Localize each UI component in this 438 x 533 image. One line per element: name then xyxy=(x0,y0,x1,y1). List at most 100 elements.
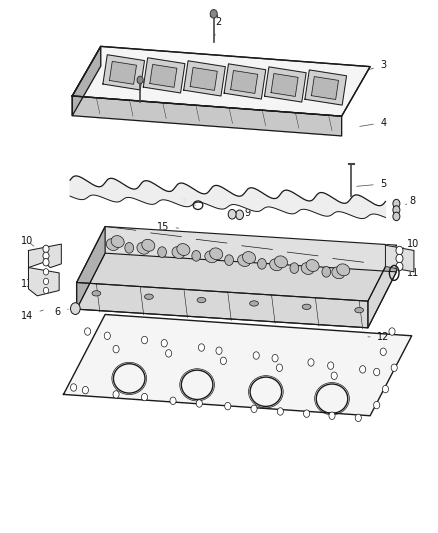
Circle shape xyxy=(82,386,88,394)
Ellipse shape xyxy=(172,247,185,259)
Polygon shape xyxy=(110,61,137,84)
Circle shape xyxy=(228,209,236,219)
Polygon shape xyxy=(184,61,225,96)
Circle shape xyxy=(393,212,400,221)
Circle shape xyxy=(236,210,244,220)
Polygon shape xyxy=(190,68,217,91)
Polygon shape xyxy=(72,46,370,116)
Circle shape xyxy=(396,254,403,263)
Text: 16: 16 xyxy=(97,267,118,277)
Text: 4: 4 xyxy=(360,118,386,127)
Circle shape xyxy=(216,347,222,354)
Ellipse shape xyxy=(111,236,124,247)
Circle shape xyxy=(380,348,386,356)
Circle shape xyxy=(113,391,119,398)
Ellipse shape xyxy=(106,239,119,251)
Text: 10: 10 xyxy=(21,236,34,246)
Polygon shape xyxy=(77,227,396,301)
Circle shape xyxy=(158,247,166,257)
Circle shape xyxy=(329,412,335,419)
Polygon shape xyxy=(72,46,101,116)
Circle shape xyxy=(304,410,310,417)
Circle shape xyxy=(382,385,389,393)
Circle shape xyxy=(104,332,110,340)
Circle shape xyxy=(43,287,49,294)
Circle shape xyxy=(355,414,361,422)
Circle shape xyxy=(210,10,217,18)
Ellipse shape xyxy=(137,243,150,254)
Text: 3: 3 xyxy=(360,60,386,72)
Ellipse shape xyxy=(275,256,287,268)
Polygon shape xyxy=(77,227,105,309)
Polygon shape xyxy=(28,244,61,268)
Circle shape xyxy=(389,328,395,335)
Polygon shape xyxy=(150,64,177,87)
Circle shape xyxy=(85,328,91,335)
Circle shape xyxy=(71,384,77,391)
Circle shape xyxy=(113,345,119,353)
Ellipse shape xyxy=(306,260,319,271)
Ellipse shape xyxy=(270,259,283,271)
Circle shape xyxy=(331,372,337,379)
Text: 13: 13 xyxy=(21,279,33,288)
Ellipse shape xyxy=(197,297,206,303)
Circle shape xyxy=(290,263,299,273)
Circle shape xyxy=(251,405,257,413)
Polygon shape xyxy=(265,67,306,102)
Text: 1: 1 xyxy=(126,78,145,96)
Circle shape xyxy=(141,336,148,344)
Circle shape xyxy=(125,243,134,253)
Text: 15: 15 xyxy=(157,222,179,231)
Circle shape xyxy=(277,408,283,415)
Ellipse shape xyxy=(238,255,251,266)
Circle shape xyxy=(322,266,331,277)
Text: 7: 7 xyxy=(180,198,195,207)
Polygon shape xyxy=(231,70,258,93)
Ellipse shape xyxy=(177,244,190,255)
Circle shape xyxy=(43,252,49,260)
Circle shape xyxy=(258,259,266,269)
Ellipse shape xyxy=(243,252,255,263)
Circle shape xyxy=(393,206,400,214)
Ellipse shape xyxy=(205,251,218,263)
Ellipse shape xyxy=(337,264,350,276)
Polygon shape xyxy=(64,314,412,416)
Ellipse shape xyxy=(332,267,345,279)
Circle shape xyxy=(308,359,314,366)
Polygon shape xyxy=(77,253,396,328)
Circle shape xyxy=(276,364,283,372)
Circle shape xyxy=(396,246,403,255)
Text: 6: 6 xyxy=(55,307,68,317)
Circle shape xyxy=(170,397,176,405)
Circle shape xyxy=(225,255,233,265)
Text: 2: 2 xyxy=(215,18,221,36)
Ellipse shape xyxy=(355,308,364,313)
Circle shape xyxy=(391,364,397,372)
Circle shape xyxy=(220,357,226,365)
Polygon shape xyxy=(305,70,346,105)
Polygon shape xyxy=(143,58,185,93)
Circle shape xyxy=(141,393,148,401)
Polygon shape xyxy=(271,74,298,96)
Circle shape xyxy=(272,354,278,362)
Polygon shape xyxy=(385,245,414,272)
Ellipse shape xyxy=(145,294,153,300)
Polygon shape xyxy=(311,77,339,100)
Polygon shape xyxy=(28,268,59,296)
Circle shape xyxy=(328,362,334,369)
Polygon shape xyxy=(77,282,368,328)
Text: 5: 5 xyxy=(357,179,386,189)
Circle shape xyxy=(137,76,143,84)
Text: 14: 14 xyxy=(21,310,43,320)
Text: 10: 10 xyxy=(403,239,419,249)
Circle shape xyxy=(253,352,259,359)
Circle shape xyxy=(192,251,201,261)
Circle shape xyxy=(196,400,202,407)
Circle shape xyxy=(43,269,49,275)
Circle shape xyxy=(43,278,49,285)
Circle shape xyxy=(71,303,80,314)
Circle shape xyxy=(198,344,205,351)
Text: 11: 11 xyxy=(399,268,419,278)
Polygon shape xyxy=(368,245,396,328)
Text: 12: 12 xyxy=(368,332,389,342)
